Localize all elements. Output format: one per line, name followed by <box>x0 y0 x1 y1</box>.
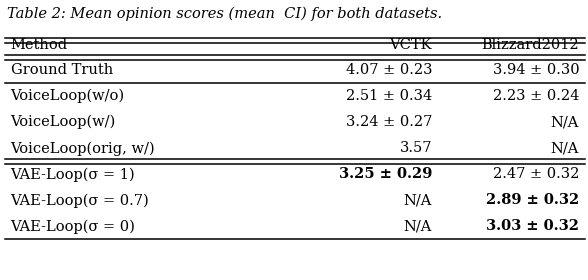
Text: VoiceLoop(w/o): VoiceLoop(w/o) <box>11 89 125 103</box>
Text: 3.94 ± 0.30: 3.94 ± 0.30 <box>493 63 579 77</box>
Text: N/A: N/A <box>404 193 432 207</box>
Text: 3.57: 3.57 <box>400 141 432 155</box>
Text: 2.89 ± 0.32: 2.89 ± 0.32 <box>486 193 579 207</box>
Text: Ground Truth: Ground Truth <box>11 63 113 77</box>
Text: N/A: N/A <box>551 141 579 155</box>
Text: 2.47 ± 0.32: 2.47 ± 0.32 <box>493 167 579 181</box>
Text: 2.23 ± 0.24: 2.23 ± 0.24 <box>493 89 579 103</box>
Text: 3.24 ± 0.27: 3.24 ± 0.27 <box>346 115 432 129</box>
Text: 2.51 ± 0.34: 2.51 ± 0.34 <box>346 89 432 103</box>
Text: Table 2: Mean opinion scores (mean  CI) for both datasets.: Table 2: Mean opinion scores (mean CI) f… <box>7 7 442 21</box>
Text: 4.07 ± 0.23: 4.07 ± 0.23 <box>346 63 432 77</box>
Text: N/A: N/A <box>404 220 432 234</box>
Text: VoiceLoop(orig, w/): VoiceLoop(orig, w/) <box>11 141 155 155</box>
Text: 3.03 ± 0.32: 3.03 ± 0.32 <box>486 220 579 234</box>
Text: Blizzard2012: Blizzard2012 <box>482 38 579 52</box>
Text: Method: Method <box>11 38 68 52</box>
Text: VoiceLoop(w/): VoiceLoop(w/) <box>11 115 116 129</box>
Text: VCTK: VCTK <box>390 38 432 52</box>
Text: VAE-Loop(σ = 0.7): VAE-Loop(σ = 0.7) <box>11 193 149 207</box>
Text: VAE-Loop(σ = 0): VAE-Loop(σ = 0) <box>11 219 135 234</box>
Text: 3.25 ± 0.29: 3.25 ± 0.29 <box>339 167 432 181</box>
Text: N/A: N/A <box>551 115 579 129</box>
Text: VAE-Loop(σ = 1): VAE-Loop(σ = 1) <box>11 167 135 181</box>
